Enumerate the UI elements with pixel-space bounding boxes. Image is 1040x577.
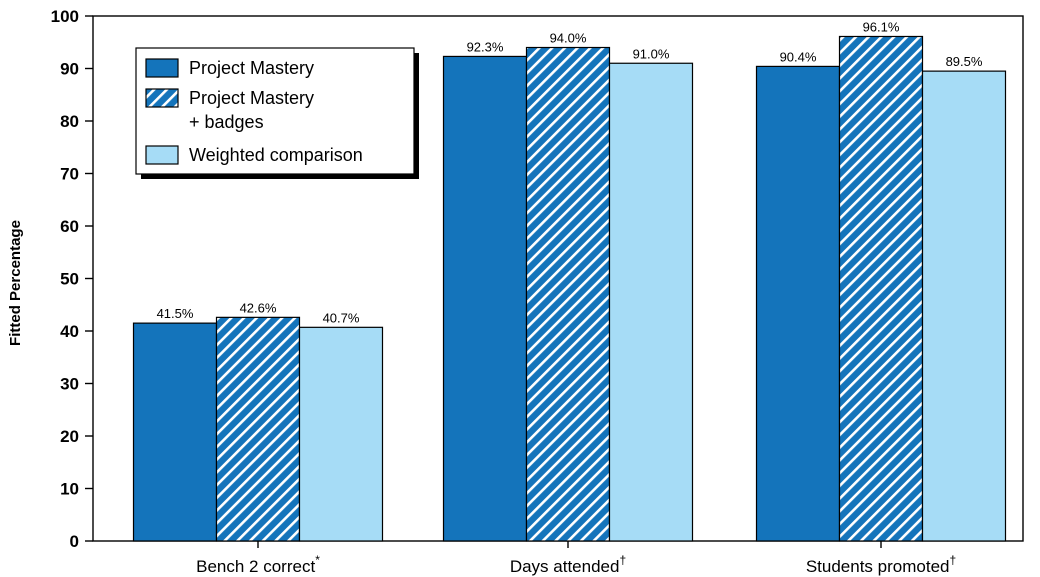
data-label: 96.1%: [863, 19, 900, 34]
data-label: 91.0%: [633, 46, 670, 61]
bar-2: [525, 46, 611, 542]
legend-label: Weighted comparison: [189, 145, 363, 165]
data-label: 90.4%: [780, 49, 817, 64]
y-tick-label: 70: [60, 165, 79, 184]
legend-swatch: [145, 145, 179, 165]
legend-swatch: [145, 88, 179, 108]
legend-swatch: [145, 58, 179, 78]
y-tick-label: 90: [60, 60, 79, 79]
y-tick-label: 60: [60, 217, 79, 236]
y-tick-label: 10: [60, 480, 79, 499]
plot-area: 0 10 20 30 40 50 60 70 80 90 100 41.5% 42.6% 40.7% Ben…: [51, 7, 1024, 576]
y-tick-label: 40: [60, 322, 79, 341]
y-tick-label: 30: [60, 375, 79, 394]
data-label: 41.5%: [157, 306, 194, 321]
data-label: 92.3%: [467, 39, 504, 54]
data-label: 94.0%: [550, 31, 587, 46]
category-label-text: Students promoted: [806, 557, 950, 576]
category-label: Students promoted†: [806, 553, 956, 576]
legend: Project Mastery Project Mastery + badges We…: [135, 47, 419, 179]
category-label-text: Days attended: [510, 557, 620, 576]
bar-2: [838, 35, 924, 542]
data-label: 40.7%: [323, 310, 360, 325]
bar-2: [215, 316, 301, 542]
data-label: 42.6%: [240, 300, 277, 315]
bar-1: [132, 322, 218, 542]
bar-3: [608, 62, 694, 542]
bar-3: [921, 70, 1007, 542]
legend-label: Project Mastery: [189, 58, 314, 78]
bar-1: [755, 65, 841, 542]
category-label-text: Bench 2 correct: [196, 557, 315, 576]
category-footnote-mark: †: [949, 553, 956, 567]
category-footnote-mark: †: [619, 553, 626, 567]
y-tick-label: 20: [60, 427, 79, 446]
category-label: Bench 2 correct*: [196, 553, 320, 576]
y-axis-title: Fitted Percentage: [7, 220, 24, 346]
y-tick-label: 50: [60, 270, 79, 289]
category-label: Days attended†: [510, 553, 626, 576]
y-tick-label: 80: [60, 112, 79, 131]
y-tick-label: 0: [70, 532, 79, 551]
data-label: 89.5%: [946, 54, 983, 69]
bar-3: [298, 326, 384, 542]
category-footnote-mark: *: [315, 553, 320, 567]
legend-box: [135, 47, 415, 175]
legend-label: Project Mastery: [189, 88, 314, 108]
legend-label: + badges: [189, 112, 264, 132]
y-tick-label: 100: [51, 7, 79, 26]
bar-1: [442, 55, 528, 542]
